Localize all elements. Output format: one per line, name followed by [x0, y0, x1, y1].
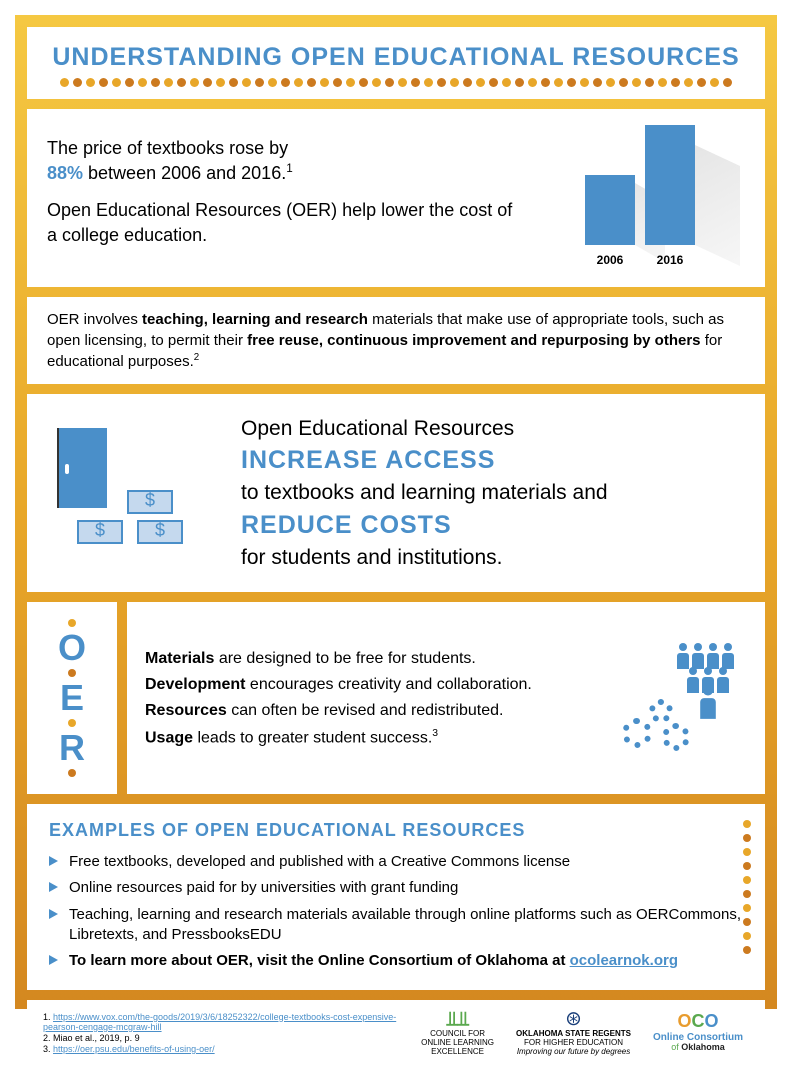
people-gears-icon	[617, 643, 747, 753]
door-icon	[57, 428, 107, 508]
oco-b: of Oklahoma	[671, 1043, 725, 1053]
money-icon	[77, 520, 123, 544]
intro-line2: Open Educational Resources (OER) help lo…	[47, 198, 525, 248]
references: 1. https://www.vox.com/the-goods/2019/3/…	[43, 1011, 405, 1055]
oco-mark: OCO	[677, 1012, 718, 1032]
gear-icon	[649, 699, 673, 723]
gear-icon	[662, 723, 690, 751]
dot-icon	[68, 719, 76, 727]
examples-panel: EXAMPLES OF OPEN EDUCATIONAL RESOURCES F…	[27, 804, 765, 990]
definition-panel: OER involves teaching, learning and rese…	[27, 297, 765, 384]
logo-cole: ⫫⫫ COUNCIL FOR ONLINE LEARNING EXCELLENC…	[415, 1008, 500, 1056]
cole-mark: ⫫⫫	[446, 1008, 468, 1030]
intro-line1b: between 2006 and 2016.	[83, 163, 286, 183]
intro-sup1: 1	[286, 162, 293, 175]
price-bar-chart: 2006 2016	[545, 123, 745, 273]
cole-text: COUNCIL FOR ONLINE LEARNING EXCELLENCE	[421, 1030, 494, 1056]
dot-icon	[68, 769, 76, 777]
ben-b: INCREASE ACCESS	[241, 446, 495, 474]
examples-title: EXAMPLES OF OPEN EDUCATIONAL RESOURCES	[49, 820, 743, 841]
bar-2016	[645, 125, 695, 245]
side-dots	[743, 820, 751, 954]
oer-acronym: O E R	[27, 602, 117, 794]
dot-icon	[68, 619, 76, 627]
osrhe-b: FOR HIGHER EDUCATION	[524, 1039, 623, 1048]
ben-c: to textbooks and learning materials and	[241, 481, 608, 504]
logo-osrhe: ⊛ OKLAHOMA STATE REGENTS FOR HIGHER EDUC…	[510, 1008, 637, 1056]
ben-e: for students and institutions.	[241, 546, 503, 569]
oer-list: Materials are designed to be free for st…	[145, 642, 603, 755]
benefit-panel: Open Educational Resources INCREASE ACCE…	[27, 394, 765, 592]
dot-icon	[68, 669, 76, 677]
examples-list: Free textbooks, developed and published …	[49, 849, 743, 948]
money-icon	[127, 490, 173, 514]
def-sup: 2	[194, 352, 199, 363]
gear-icon	[622, 718, 652, 748]
logo-oco: OCO Online Consortium of Oklahoma	[647, 1012, 749, 1053]
intro-line1a: The price of textbooks rose by	[47, 138, 288, 158]
oer-E: E	[60, 680, 84, 716]
ben-a: Open Educational Resources	[241, 417, 514, 440]
title-dots	[47, 78, 745, 87]
example-item: Teaching, learning and research material…	[49, 902, 743, 949]
osrhe-a: OKLAHOMA STATE REGENTS	[516, 1030, 631, 1039]
ref-link[interactable]: https://www.vox.com/the-goods/2019/3/6/1…	[43, 1012, 396, 1032]
page-title: UNDERSTANDING OPEN EDUCATIONAL RESOURCES	[47, 43, 745, 72]
ben-d: REDUCE COSTS	[241, 511, 452, 539]
bar-label: 2016	[645, 253, 695, 267]
def-b: teaching, learning and research	[142, 311, 368, 328]
oer-O: O	[58, 630, 86, 666]
footer-panel: 1. https://www.vox.com/the-goods/2019/3/…	[27, 1000, 765, 1064]
example-item: Free textbooks, developed and published …	[49, 849, 743, 875]
bar-shadow	[695, 145, 740, 266]
oer-R: R	[59, 730, 85, 766]
money-icon	[137, 520, 183, 544]
cta-text: To learn more about OER, visit the Onlin…	[69, 952, 570, 969]
intro-panel: The price of textbooks rose by 88% betwe…	[27, 109, 765, 287]
cta-link[interactable]: ocolearnok.org	[570, 952, 678, 969]
bar-2006	[585, 175, 635, 245]
example-item: Online resources paid for by universitie…	[49, 875, 743, 901]
osrhe-c: Improving our future by degrees	[517, 1048, 630, 1057]
bar-label: 2006	[585, 253, 635, 267]
benefit-text: Open Educational Resources INCREASE ACCE…	[241, 414, 745, 572]
title-panel: UNDERSTANDING OPEN EDUCATIONAL RESOURCES	[27, 27, 765, 99]
infographic-frame: UNDERSTANDING OPEN EDUCATIONAL RESOURCES…	[15, 15, 777, 1009]
osrhe-seal: ⊛	[565, 1008, 582, 1030]
def-a: OER involves	[47, 311, 142, 328]
oer-row: O E R Materials are designed to be free …	[27, 602, 765, 794]
intro-percent: 88%	[47, 163, 83, 183]
benefit-icons	[47, 428, 217, 558]
examples-cta: To learn more about OER, visit the Onlin…	[49, 948, 743, 974]
intro-text: The price of textbooks rose by 88% betwe…	[47, 136, 525, 261]
ref-link[interactable]: https://oer.psu.edu/benefits-of-using-oe…	[53, 1044, 215, 1054]
oer-details: Materials are designed to be free for st…	[127, 602, 765, 794]
def-d: free reuse, continuous improvement and r…	[247, 332, 700, 349]
